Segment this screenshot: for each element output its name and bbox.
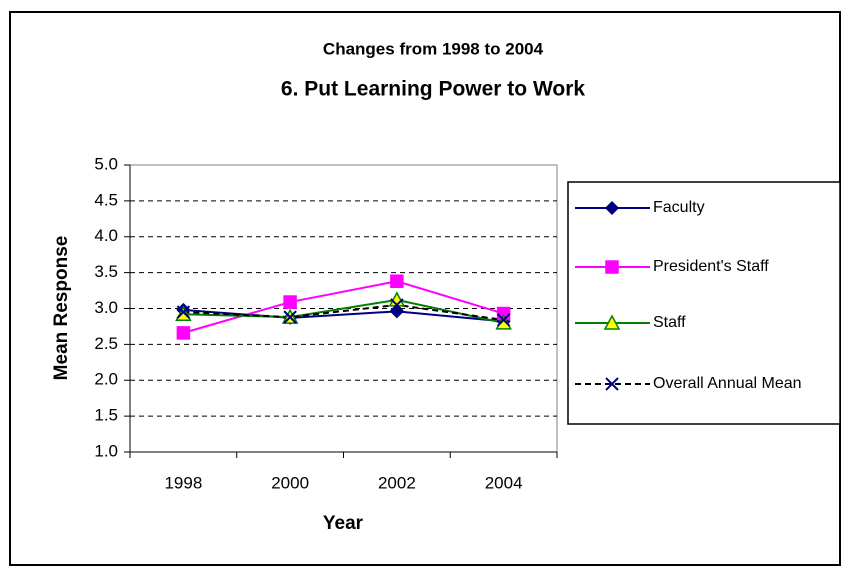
y-tick-label: 4.5 bbox=[94, 190, 118, 209]
legend-label: Faculty bbox=[653, 199, 705, 216]
y-tick-label: 3.0 bbox=[94, 298, 118, 317]
marker-x bbox=[283, 310, 297, 324]
x-tick-label: 2002 bbox=[378, 473, 416, 492]
y-tick-label: 1.0 bbox=[94, 441, 118, 460]
series-line bbox=[183, 303, 504, 321]
marker-square bbox=[283, 295, 297, 309]
legend-label: President's Staff bbox=[653, 258, 769, 275]
series-line bbox=[183, 280, 504, 334]
chart-title: Changes from 1998 to 2004 bbox=[323, 39, 544, 58]
marker-square bbox=[390, 274, 404, 288]
chart-subtitle: 6. Put Learning Power to Work bbox=[281, 78, 585, 101]
marker-x bbox=[496, 313, 511, 327]
marker-square bbox=[605, 260, 619, 274]
y-tick-label: 2.0 bbox=[94, 370, 118, 389]
marker-diamond bbox=[604, 200, 620, 216]
y-axis-label: Mean Response bbox=[51, 236, 72, 381]
y-tick-label: 2.5 bbox=[94, 334, 118, 353]
x-tick-label: 1998 bbox=[164, 473, 202, 492]
x-tick-label: 2004 bbox=[485, 473, 523, 492]
y-tick-label: 1.5 bbox=[94, 406, 118, 425]
marker-x bbox=[176, 305, 191, 319]
marker-triangle bbox=[603, 314, 621, 330]
series-line bbox=[183, 298, 504, 324]
marker-x bbox=[390, 298, 404, 312]
legend-label: Staff bbox=[653, 314, 686, 331]
y-tick-label: 3.5 bbox=[94, 262, 118, 281]
x-axis-label: Year bbox=[323, 513, 364, 534]
marker-x bbox=[605, 377, 619, 391]
y-tick-label: 4.0 bbox=[94, 226, 118, 245]
y-tick-label: 5.0 bbox=[94, 154, 118, 173]
marker-square bbox=[176, 326, 191, 340]
x-tick-label: 2000 bbox=[271, 473, 309, 492]
legend-label: Overall Annual Mean bbox=[653, 375, 802, 392]
